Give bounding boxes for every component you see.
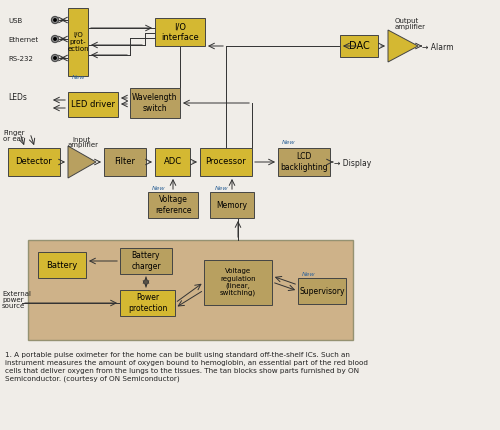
Text: power: power: [2, 297, 24, 303]
Text: or ear: or ear: [3, 136, 24, 142]
FancyBboxPatch shape: [130, 88, 180, 118]
FancyBboxPatch shape: [155, 18, 205, 46]
FancyBboxPatch shape: [278, 148, 330, 176]
Text: Finger: Finger: [3, 130, 24, 136]
FancyBboxPatch shape: [120, 290, 175, 316]
Text: Ethernet: Ethernet: [8, 37, 38, 43]
Text: source: source: [2, 303, 25, 309]
Text: New: New: [282, 140, 296, 145]
Text: Supervisory: Supervisory: [299, 286, 345, 295]
FancyBboxPatch shape: [200, 148, 252, 176]
Circle shape: [52, 16, 59, 24]
Text: Voltage
reference: Voltage reference: [155, 195, 191, 215]
FancyBboxPatch shape: [298, 278, 346, 304]
Text: amplifier: amplifier: [395, 24, 426, 30]
Text: Processor: Processor: [206, 157, 246, 166]
Text: → Alarm: → Alarm: [422, 43, 454, 52]
Text: Detector: Detector: [16, 157, 52, 166]
FancyBboxPatch shape: [155, 148, 190, 176]
FancyBboxPatch shape: [68, 8, 88, 76]
Text: DAC: DAC: [348, 41, 370, 51]
FancyBboxPatch shape: [148, 192, 198, 218]
Text: New: New: [152, 186, 166, 191]
Text: New: New: [302, 272, 316, 277]
FancyBboxPatch shape: [104, 148, 146, 176]
Text: LCD
backlighting: LCD backlighting: [280, 152, 328, 172]
FancyBboxPatch shape: [204, 260, 272, 305]
Text: RS-232: RS-232: [8, 56, 33, 62]
Polygon shape: [388, 30, 418, 62]
FancyBboxPatch shape: [340, 35, 378, 57]
FancyBboxPatch shape: [28, 240, 353, 340]
Polygon shape: [68, 146, 96, 178]
FancyBboxPatch shape: [68, 92, 118, 117]
Circle shape: [52, 55, 59, 61]
Text: Filter: Filter: [114, 157, 136, 166]
FancyBboxPatch shape: [210, 192, 254, 218]
Text: Battery
charger: Battery charger: [131, 251, 161, 271]
FancyBboxPatch shape: [8, 148, 60, 176]
Text: I/O
interface: I/O interface: [161, 22, 199, 42]
FancyBboxPatch shape: [38, 252, 86, 278]
Text: LEDs: LEDs: [8, 93, 27, 102]
Circle shape: [52, 36, 59, 43]
Text: New: New: [215, 186, 228, 191]
Text: Memory: Memory: [216, 200, 248, 209]
Text: ADC: ADC: [164, 157, 182, 166]
Circle shape: [54, 57, 56, 59]
Text: I/O
prot-
ection: I/O prot- ection: [67, 32, 89, 52]
Text: amplifier: amplifier: [68, 142, 99, 148]
Text: USB: USB: [8, 18, 22, 24]
Circle shape: [54, 19, 56, 21]
Text: 1. A portable pulse oximeter for the home can be built using standard off-the-sh: 1. A portable pulse oximeter for the hom…: [5, 352, 368, 383]
Text: → Display: → Display: [334, 159, 371, 168]
Text: Voltage
regulation
(linear,
switching): Voltage regulation (linear, switching): [220, 268, 256, 297]
FancyBboxPatch shape: [120, 248, 172, 274]
Text: Output: Output: [395, 18, 419, 24]
Text: LED driver: LED driver: [71, 100, 115, 109]
Circle shape: [54, 38, 56, 40]
Text: Power
protection: Power protection: [128, 293, 167, 313]
Text: Battery: Battery: [46, 261, 78, 270]
Text: Input: Input: [72, 137, 90, 143]
Text: New: New: [72, 75, 86, 80]
Text: Wavelength
switch: Wavelength switch: [132, 93, 178, 113]
Text: External: External: [2, 291, 31, 297]
